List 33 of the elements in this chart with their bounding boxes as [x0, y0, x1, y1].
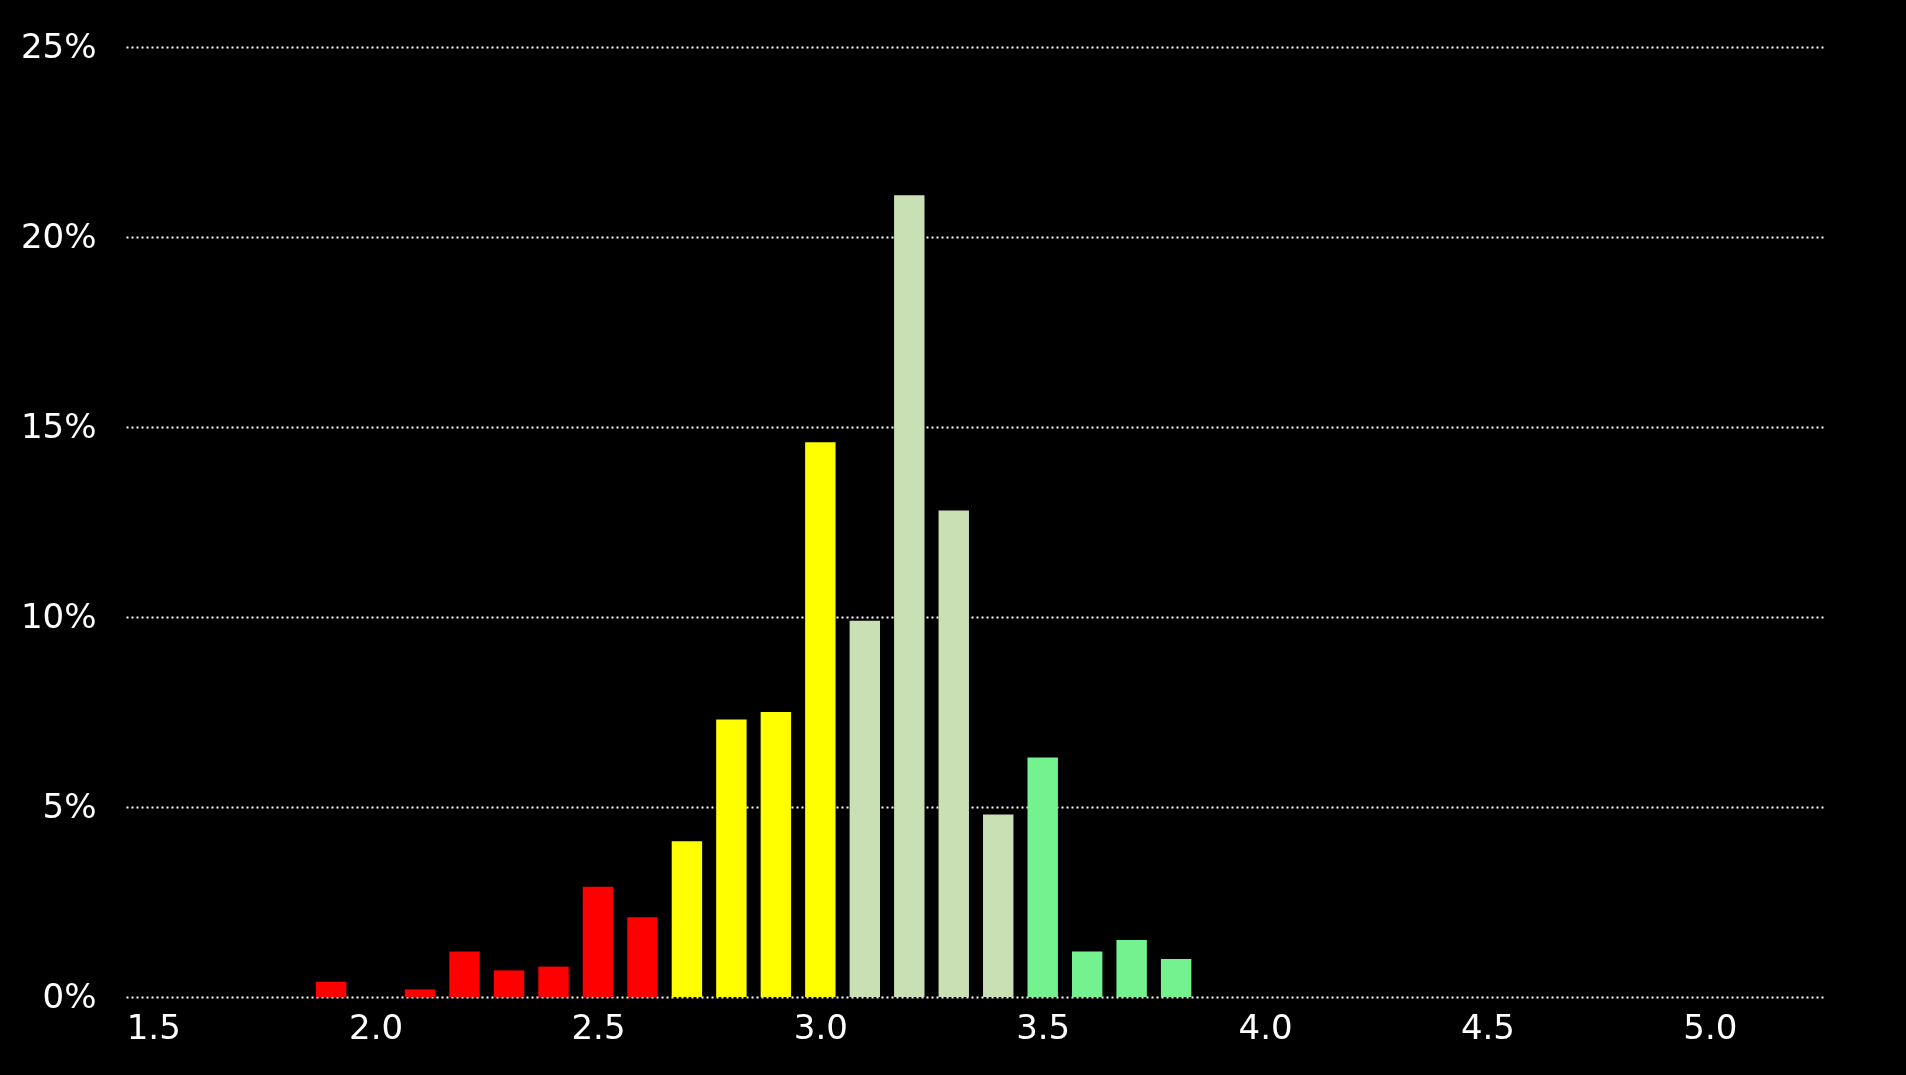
- x-tick-label: 1.5: [126, 1006, 181, 1047]
- bar: [627, 917, 658, 997]
- y-tick-label: 0%: [42, 975, 97, 1016]
- bar: [716, 719, 747, 997]
- bar: [1160, 959, 1192, 997]
- bar: [983, 814, 1014, 997]
- x-tick-label: 2.0: [349, 1006, 404, 1047]
- bar: [493, 970, 525, 997]
- bar: [582, 886, 614, 997]
- y-tick-label: 25%: [20, 25, 97, 66]
- bar: [1027, 757, 1058, 997]
- bar: [938, 510, 969, 997]
- bar: [760, 712, 792, 997]
- y-tick-label: 15%: [20, 405, 97, 446]
- bar: [805, 442, 836, 997]
- x-tick-label: 3.5: [1016, 1006, 1071, 1047]
- bar: [315, 981, 347, 997]
- x-tick-label: 2.5: [571, 1006, 626, 1047]
- bar: [671, 841, 703, 997]
- bar: [894, 195, 925, 997]
- bar: [404, 989, 436, 997]
- bar: [849, 620, 881, 997]
- y-tick-label: 5%: [42, 785, 97, 826]
- x-tick-label: 4.5: [1460, 1006, 1515, 1047]
- bar: [538, 966, 569, 997]
- x-tick-label: 3.0: [793, 1006, 848, 1047]
- y-tick-label: 10%: [20, 595, 97, 636]
- bar: [449, 951, 480, 997]
- bar: [1116, 940, 1147, 997]
- x-tick-label: 5.0: [1683, 1006, 1738, 1047]
- y-tick-label: 20%: [20, 215, 97, 256]
- x-tick-label: 4.0: [1238, 1006, 1293, 1047]
- bar: [1071, 951, 1103, 997]
